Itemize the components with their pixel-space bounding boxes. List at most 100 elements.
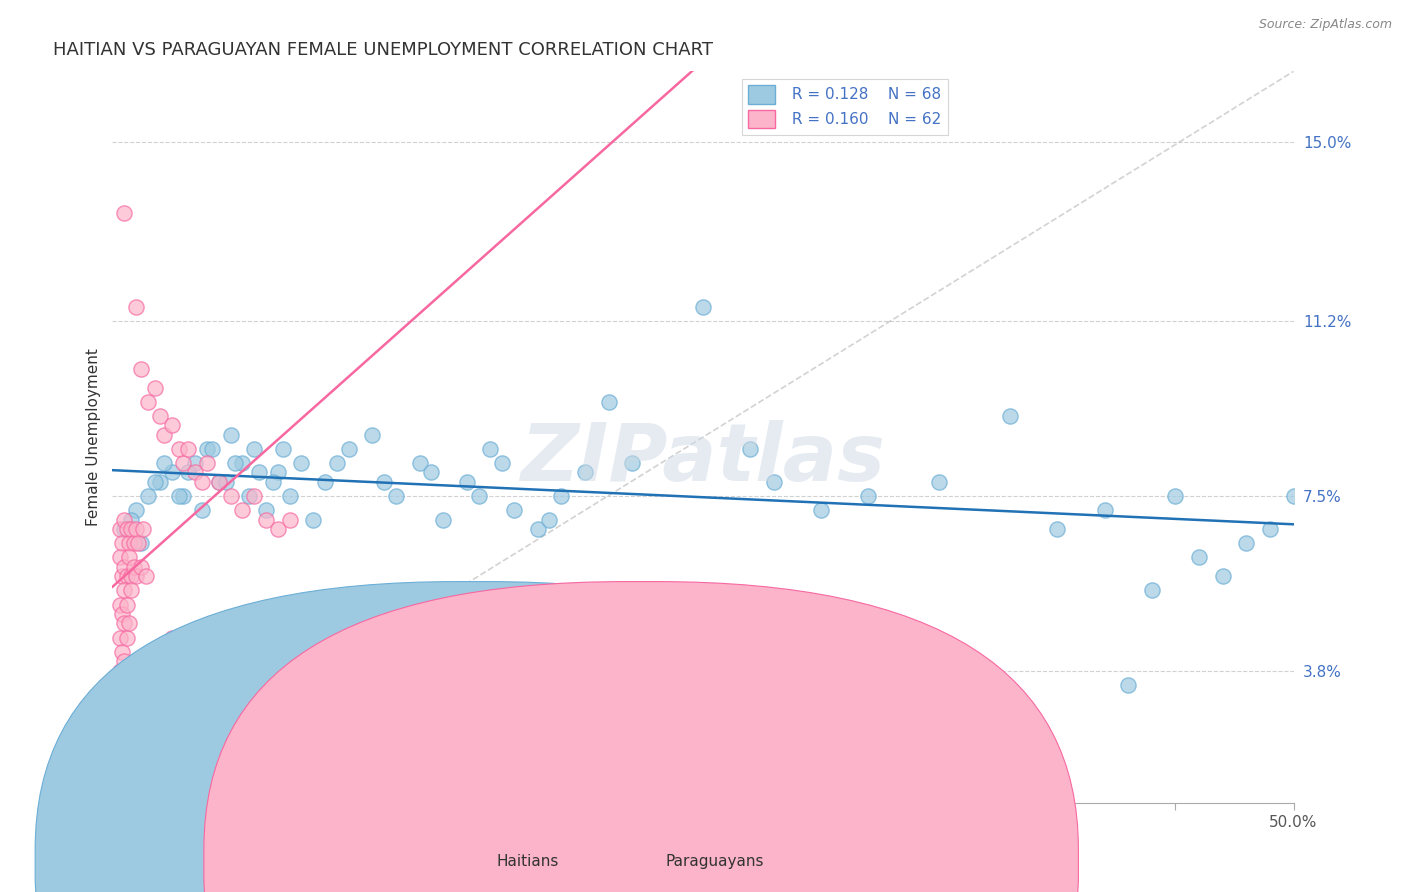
Text: Haitians: Haitians <box>496 855 558 869</box>
Point <box>195 456 218 470</box>
Point <box>115 522 138 536</box>
Point <box>111 645 134 659</box>
Point <box>112 513 135 527</box>
Point <box>112 206 135 220</box>
Point <box>112 583 135 598</box>
Point <box>290 456 312 470</box>
Point <box>111 678 134 692</box>
Text: Source: ZipAtlas.com: Source: ZipAtlas.com <box>1258 18 1392 31</box>
Point <box>420 466 443 480</box>
Point <box>108 631 131 645</box>
Point <box>125 503 148 517</box>
Point <box>302 513 325 527</box>
Point <box>208 475 231 489</box>
Point <box>998 409 1021 423</box>
Point <box>125 569 148 583</box>
Point <box>271 442 294 456</box>
Point <box>361 427 384 442</box>
Point <box>456 475 478 489</box>
Point <box>195 442 218 456</box>
Text: Paraguayans: Paraguayans <box>665 855 763 869</box>
Point <box>231 456 253 470</box>
Point <box>136 394 159 409</box>
Point <box>1116 678 1139 692</box>
Point <box>1046 522 1069 536</box>
Point <box>125 301 148 315</box>
Point <box>160 466 183 480</box>
Point <box>111 701 134 715</box>
Point <box>247 466 270 480</box>
Point <box>526 522 548 536</box>
Point <box>550 489 572 503</box>
Point <box>373 475 395 489</box>
Point <box>858 489 880 503</box>
Point <box>108 725 131 739</box>
Point <box>127 536 149 550</box>
Point <box>538 513 561 527</box>
Point <box>408 456 430 470</box>
Point <box>184 466 207 480</box>
Point <box>120 569 142 583</box>
Point <box>201 442 224 456</box>
Point <box>224 456 246 470</box>
Point <box>1282 489 1305 503</box>
Point <box>928 475 950 489</box>
Point <box>108 550 131 565</box>
Point <box>574 466 596 480</box>
Point <box>1094 503 1116 517</box>
Point <box>254 513 277 527</box>
Point <box>337 442 360 456</box>
Point <box>177 442 200 456</box>
Point <box>177 466 200 480</box>
Point <box>132 522 155 536</box>
Text: HAITIAN VS PARAGUAYAN FEMALE UNEMPLOYMENT CORRELATION CHART: HAITIAN VS PARAGUAYAN FEMALE UNEMPLOYMEN… <box>53 41 713 59</box>
Point <box>243 442 266 456</box>
Point <box>149 409 172 423</box>
Point <box>111 569 134 583</box>
Point <box>118 616 141 631</box>
Point <box>115 631 138 645</box>
Point <box>740 442 762 456</box>
Point <box>120 513 142 527</box>
Point <box>115 692 138 706</box>
Point <box>112 654 135 668</box>
Point <box>167 442 190 456</box>
Legend:  R = 0.128    N = 68,  R = 0.160    N = 62: R = 0.128 N = 68, R = 0.160 N = 62 <box>741 79 948 135</box>
Point <box>125 522 148 536</box>
Point <box>385 489 408 503</box>
Point <box>219 427 242 442</box>
Point <box>111 536 134 550</box>
Point <box>238 489 260 503</box>
Point <box>129 559 152 574</box>
Point <box>479 442 502 456</box>
Point <box>120 522 142 536</box>
Point <box>191 503 214 517</box>
Point <box>143 475 166 489</box>
Point <box>278 489 301 503</box>
Point <box>115 664 138 678</box>
Point <box>231 503 253 517</box>
Point <box>111 607 134 621</box>
Point <box>108 598 131 612</box>
Point <box>112 616 135 631</box>
Point <box>112 522 135 536</box>
Point <box>143 380 166 394</box>
Point <box>108 692 131 706</box>
Point <box>1258 522 1281 536</box>
Text: ZIPatlas: ZIPatlas <box>520 420 886 498</box>
Point <box>267 522 290 536</box>
Point <box>115 569 138 583</box>
Point <box>118 550 141 565</box>
Point <box>122 536 145 550</box>
Point <box>129 361 152 376</box>
Point <box>598 394 620 409</box>
Point <box>1140 583 1163 598</box>
Point <box>191 475 214 489</box>
Point <box>326 456 349 470</box>
Point <box>111 711 134 725</box>
Point <box>262 475 284 489</box>
Point <box>118 536 141 550</box>
Point <box>167 489 190 503</box>
Point <box>1188 550 1211 565</box>
Point <box>1234 536 1257 550</box>
